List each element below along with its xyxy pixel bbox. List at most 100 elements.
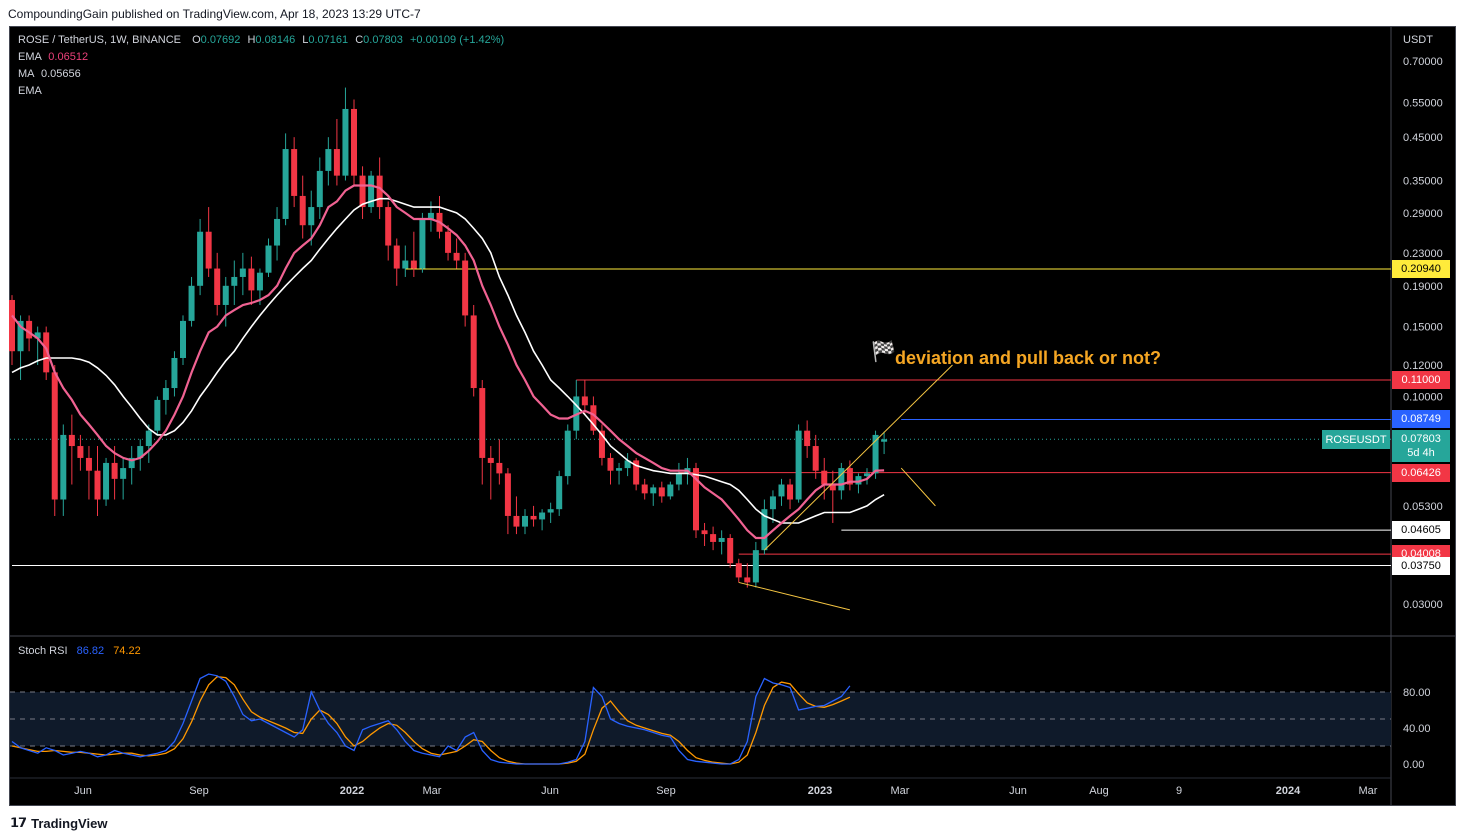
trendline-up xyxy=(764,364,953,551)
candle-body xyxy=(513,515,520,527)
candle-body xyxy=(650,487,657,494)
candle-body xyxy=(231,276,238,286)
candle-body xyxy=(34,332,41,339)
candle-body xyxy=(410,260,417,269)
time-label-12: Mar xyxy=(1359,785,1378,797)
candle-body xyxy=(120,468,127,479)
candle-body xyxy=(17,320,24,352)
ma-value: 0.05656 xyxy=(40,68,81,80)
candle-body xyxy=(325,149,332,171)
candle-body xyxy=(256,272,263,291)
footer-brand[interactable]: 𝟭𝟳 TradingView xyxy=(10,815,107,831)
candle-body xyxy=(239,268,246,277)
candles-group xyxy=(9,87,888,588)
price-tick-10: 0.05300 xyxy=(1403,501,1443,513)
price-tick-9: 0.10000 xyxy=(1403,391,1443,403)
price-label-7: 0.03750 xyxy=(1392,556,1450,575)
candle-body xyxy=(419,218,426,269)
candle-body xyxy=(752,550,759,583)
price-label-1: 0.11000 xyxy=(1392,371,1450,390)
candle-body xyxy=(744,577,751,583)
candle-body xyxy=(539,512,546,520)
ema-legend[interactable]: EMA 0.06512 xyxy=(18,51,88,63)
candle-body xyxy=(282,149,289,219)
candle-body xyxy=(504,473,511,516)
open-label: O xyxy=(192,34,201,46)
candle-body xyxy=(342,108,349,176)
chart-frame[interactable] xyxy=(9,26,1456,806)
price-tick-11: 0.03000 xyxy=(1403,599,1443,611)
candle-body xyxy=(188,285,195,321)
symbol-title[interactable]: ROSE / TetherUS, 1W, BINANCE xyxy=(18,34,182,46)
ohlc-legend: ROSE / TetherUS, 1W, BINANCE O0.07692 H0… xyxy=(18,34,504,46)
time-label-11: 2024 xyxy=(1276,785,1301,797)
time-label-7: Mar xyxy=(891,785,910,797)
candle-body xyxy=(778,484,785,497)
candle-body xyxy=(838,468,845,491)
candle-body xyxy=(710,534,717,542)
stoch-rsi-legend[interactable]: Stoch RSI 86.82 74.22 xyxy=(18,645,141,657)
candle-body xyxy=(393,245,400,269)
time-label-10: 9 xyxy=(1176,785,1182,797)
candle-body xyxy=(641,484,648,494)
candle-body xyxy=(51,372,58,500)
ema-value: 0.06512 xyxy=(48,51,89,63)
countdown-label: 5d 4h xyxy=(1407,447,1435,459)
tradingview-logo-icon: 𝟭𝟳 xyxy=(10,815,27,830)
candle-body xyxy=(846,468,853,485)
candle-body xyxy=(111,462,118,479)
candle-body xyxy=(453,252,460,261)
candle-body xyxy=(427,212,434,219)
publish-header: CompoundingGain published on TradingView… xyxy=(8,7,421,21)
candle-body xyxy=(162,388,169,400)
ema2-legend[interactable]: EMA xyxy=(18,85,42,97)
annotation-text[interactable]: deviation and pull back or not? xyxy=(895,348,1162,368)
candle-body xyxy=(633,460,640,485)
candle-body xyxy=(812,446,819,471)
candle-body xyxy=(667,484,674,497)
candle-body xyxy=(522,515,528,527)
rsi-tick-2: 0.00 xyxy=(1403,759,1424,771)
checkered-flag-icon: 🏁 xyxy=(871,341,896,363)
ma-legend[interactable]: MA 0.05656 xyxy=(18,68,81,80)
time-label-5: Sep xyxy=(656,785,676,797)
change-value: +0.00109 (+1.42%) xyxy=(409,34,505,46)
price-label-0: 0.20940 xyxy=(1392,260,1450,279)
candle-body xyxy=(402,260,409,269)
candle-body xyxy=(316,170,323,208)
candle-body xyxy=(624,460,631,469)
candle-body xyxy=(530,515,537,520)
close-label: C xyxy=(355,34,364,46)
candle-body xyxy=(94,470,101,500)
price-tick-7: 0.15000 xyxy=(1403,322,1443,334)
ma-label: MA xyxy=(18,68,34,80)
price-label-3: 0.07803 5d 4h xyxy=(1392,430,1450,462)
candle-body xyxy=(60,434,67,500)
candle-body xyxy=(693,468,699,531)
candle-body xyxy=(761,509,768,551)
time-label-9: Aug xyxy=(1089,785,1109,797)
price-tick-1: 0.55000 xyxy=(1403,98,1443,110)
low-label: L xyxy=(302,34,309,46)
stoch-rsi-k-value: 86.82 xyxy=(76,645,105,657)
candle-body xyxy=(9,299,15,352)
candle-body xyxy=(171,357,178,389)
time-label-2: 2022 xyxy=(340,785,364,797)
price-label-2: 0.08749 xyxy=(1392,410,1450,429)
candle-body xyxy=(787,484,794,500)
stoch-rsi-d-value: 74.22 xyxy=(113,645,141,657)
ma-line xyxy=(11,197,885,524)
candle-body xyxy=(735,563,742,578)
candle-body xyxy=(376,175,383,208)
candle-body xyxy=(197,231,204,286)
rsi-tick-0: 80.00 xyxy=(1403,687,1431,699)
candle-body xyxy=(274,218,281,246)
candle-body xyxy=(864,473,870,477)
high-label: H xyxy=(247,34,256,46)
candle-body xyxy=(675,473,682,485)
candle-body xyxy=(248,268,255,291)
rsi-k-line xyxy=(11,673,851,765)
high-value: 0.08146 xyxy=(255,34,296,46)
candle-body xyxy=(598,430,605,458)
